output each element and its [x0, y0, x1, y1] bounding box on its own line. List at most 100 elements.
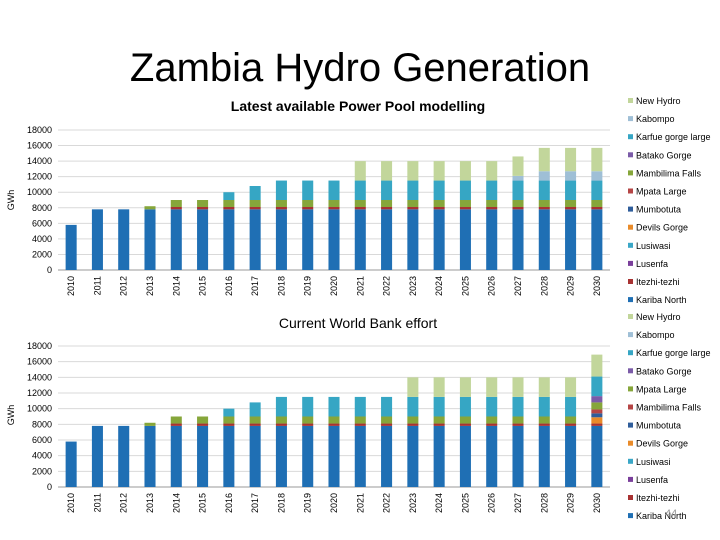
bar-segment [512, 175, 524, 181]
legend-swatch [628, 332, 633, 338]
bar-segment [512, 180, 524, 200]
bar-segment [459, 423, 471, 426]
bar-segment [354, 416, 366, 424]
bar-segment [381, 416, 393, 424]
page-number: 44 [665, 508, 678, 520]
bar-segment [170, 416, 182, 424]
y-tick-label: 8000 [32, 419, 52, 429]
legend-label: Lusiwasi [636, 457, 671, 467]
bar-segment [565, 425, 577, 487]
legend-swatch [628, 458, 633, 464]
bar-segment [381, 161, 393, 181]
y-tick-label: 0 [47, 265, 52, 275]
bar-segment [459, 180, 471, 200]
legend-label: Mambilima Falls [636, 403, 702, 413]
y-axis-label: GWh [6, 405, 16, 426]
bar-segment [486, 377, 498, 397]
x-tick-label: 2013 [145, 276, 155, 296]
bar-segment [328, 396, 340, 417]
bar-segment [512, 396, 524, 417]
bar-segment [328, 416, 340, 424]
legend-swatch [628, 152, 633, 158]
x-tick-label: 2020 [329, 276, 339, 296]
legend-swatch [628, 350, 633, 356]
x-tick-label: 2014 [171, 276, 181, 296]
bar-segment [381, 209, 393, 270]
slide-title: Zambia Hydro Generation [129, 46, 591, 90]
x-tick-label: 2018 [276, 493, 286, 513]
x-tick-label: 2014 [171, 493, 181, 513]
x-tick-label: 2019 [303, 276, 313, 296]
x-tick-label: 2024 [434, 276, 444, 296]
bar-segment [591, 209, 603, 270]
bar-segment [591, 423, 603, 426]
bar-segment [565, 200, 577, 207]
legend-label: Mpata Large [636, 187, 687, 197]
bar-segment [354, 396, 366, 417]
bar-segment [591, 180, 603, 200]
bar-segment [170, 425, 182, 487]
legend-label: Lusenfa [636, 475, 668, 485]
bar-segment [223, 408, 235, 417]
bar-segment [538, 396, 550, 417]
bar-segment [433, 425, 445, 487]
legend-label: Batako Gorge [636, 366, 692, 376]
bar-segment [459, 396, 471, 417]
legend-swatch [628, 495, 633, 500]
bar-segment [249, 416, 261, 424]
y-tick-label: 18000 [27, 125, 52, 135]
chart-1-title: Current World Bank effort [279, 315, 437, 331]
bar-segment [197, 200, 209, 207]
bar-segment [197, 425, 209, 487]
legend-swatch [628, 134, 633, 140]
bar-segment [486, 209, 498, 270]
bar-segment [328, 200, 340, 207]
bar-segment [223, 416, 235, 424]
bar-segment [591, 396, 603, 403]
bar-segment [170, 200, 182, 207]
x-tick-label: 2021 [355, 493, 365, 513]
legend-label: Kabompo [636, 114, 675, 124]
bar-segment [459, 377, 471, 397]
bar-segment [249, 200, 261, 207]
bar-segment [91, 209, 103, 270]
x-tick-label: 2025 [460, 276, 470, 296]
x-tick-label: 2012 [119, 493, 129, 513]
y-tick-label: 8000 [32, 203, 52, 213]
legend-swatch [628, 206, 633, 212]
bar-segment [302, 200, 314, 207]
bar-segment [407, 209, 419, 270]
bar-segment [538, 180, 550, 200]
bar-segment [591, 171, 603, 181]
bar-segment [433, 209, 445, 270]
bar-segment [328, 209, 340, 270]
legend-label: Mambilima Falls [636, 168, 702, 178]
bar-segment [565, 180, 577, 200]
x-tick-label: 2026 [487, 493, 497, 513]
bar-segment [223, 207, 235, 210]
legend-swatch [628, 224, 633, 230]
bar-segment [591, 207, 603, 210]
legend-label: New Hydro [636, 96, 681, 106]
legend-swatch [628, 242, 633, 248]
legend-swatch [628, 513, 633, 519]
legend-label: Lusenfa [636, 259, 668, 269]
bar-segment [538, 416, 550, 424]
bar-segment [381, 200, 393, 207]
y-tick-label: 4000 [32, 234, 52, 244]
bar-segment [433, 200, 445, 207]
bar-segment [459, 200, 471, 207]
bar-segment [354, 423, 366, 426]
legend-swatch [628, 260, 633, 266]
bar-segment [249, 209, 261, 270]
bar-segment [302, 416, 314, 424]
legend-label: Kariba North [636, 295, 687, 305]
bar-segment [433, 396, 445, 417]
bar-segment [223, 200, 235, 207]
legend-label: Lusiwasi [636, 241, 671, 251]
bar-segment [565, 147, 577, 172]
x-tick-label: 2018 [276, 276, 286, 296]
legend-swatch [628, 170, 633, 176]
bar-segment [381, 180, 393, 200]
bar-segment [591, 425, 603, 487]
